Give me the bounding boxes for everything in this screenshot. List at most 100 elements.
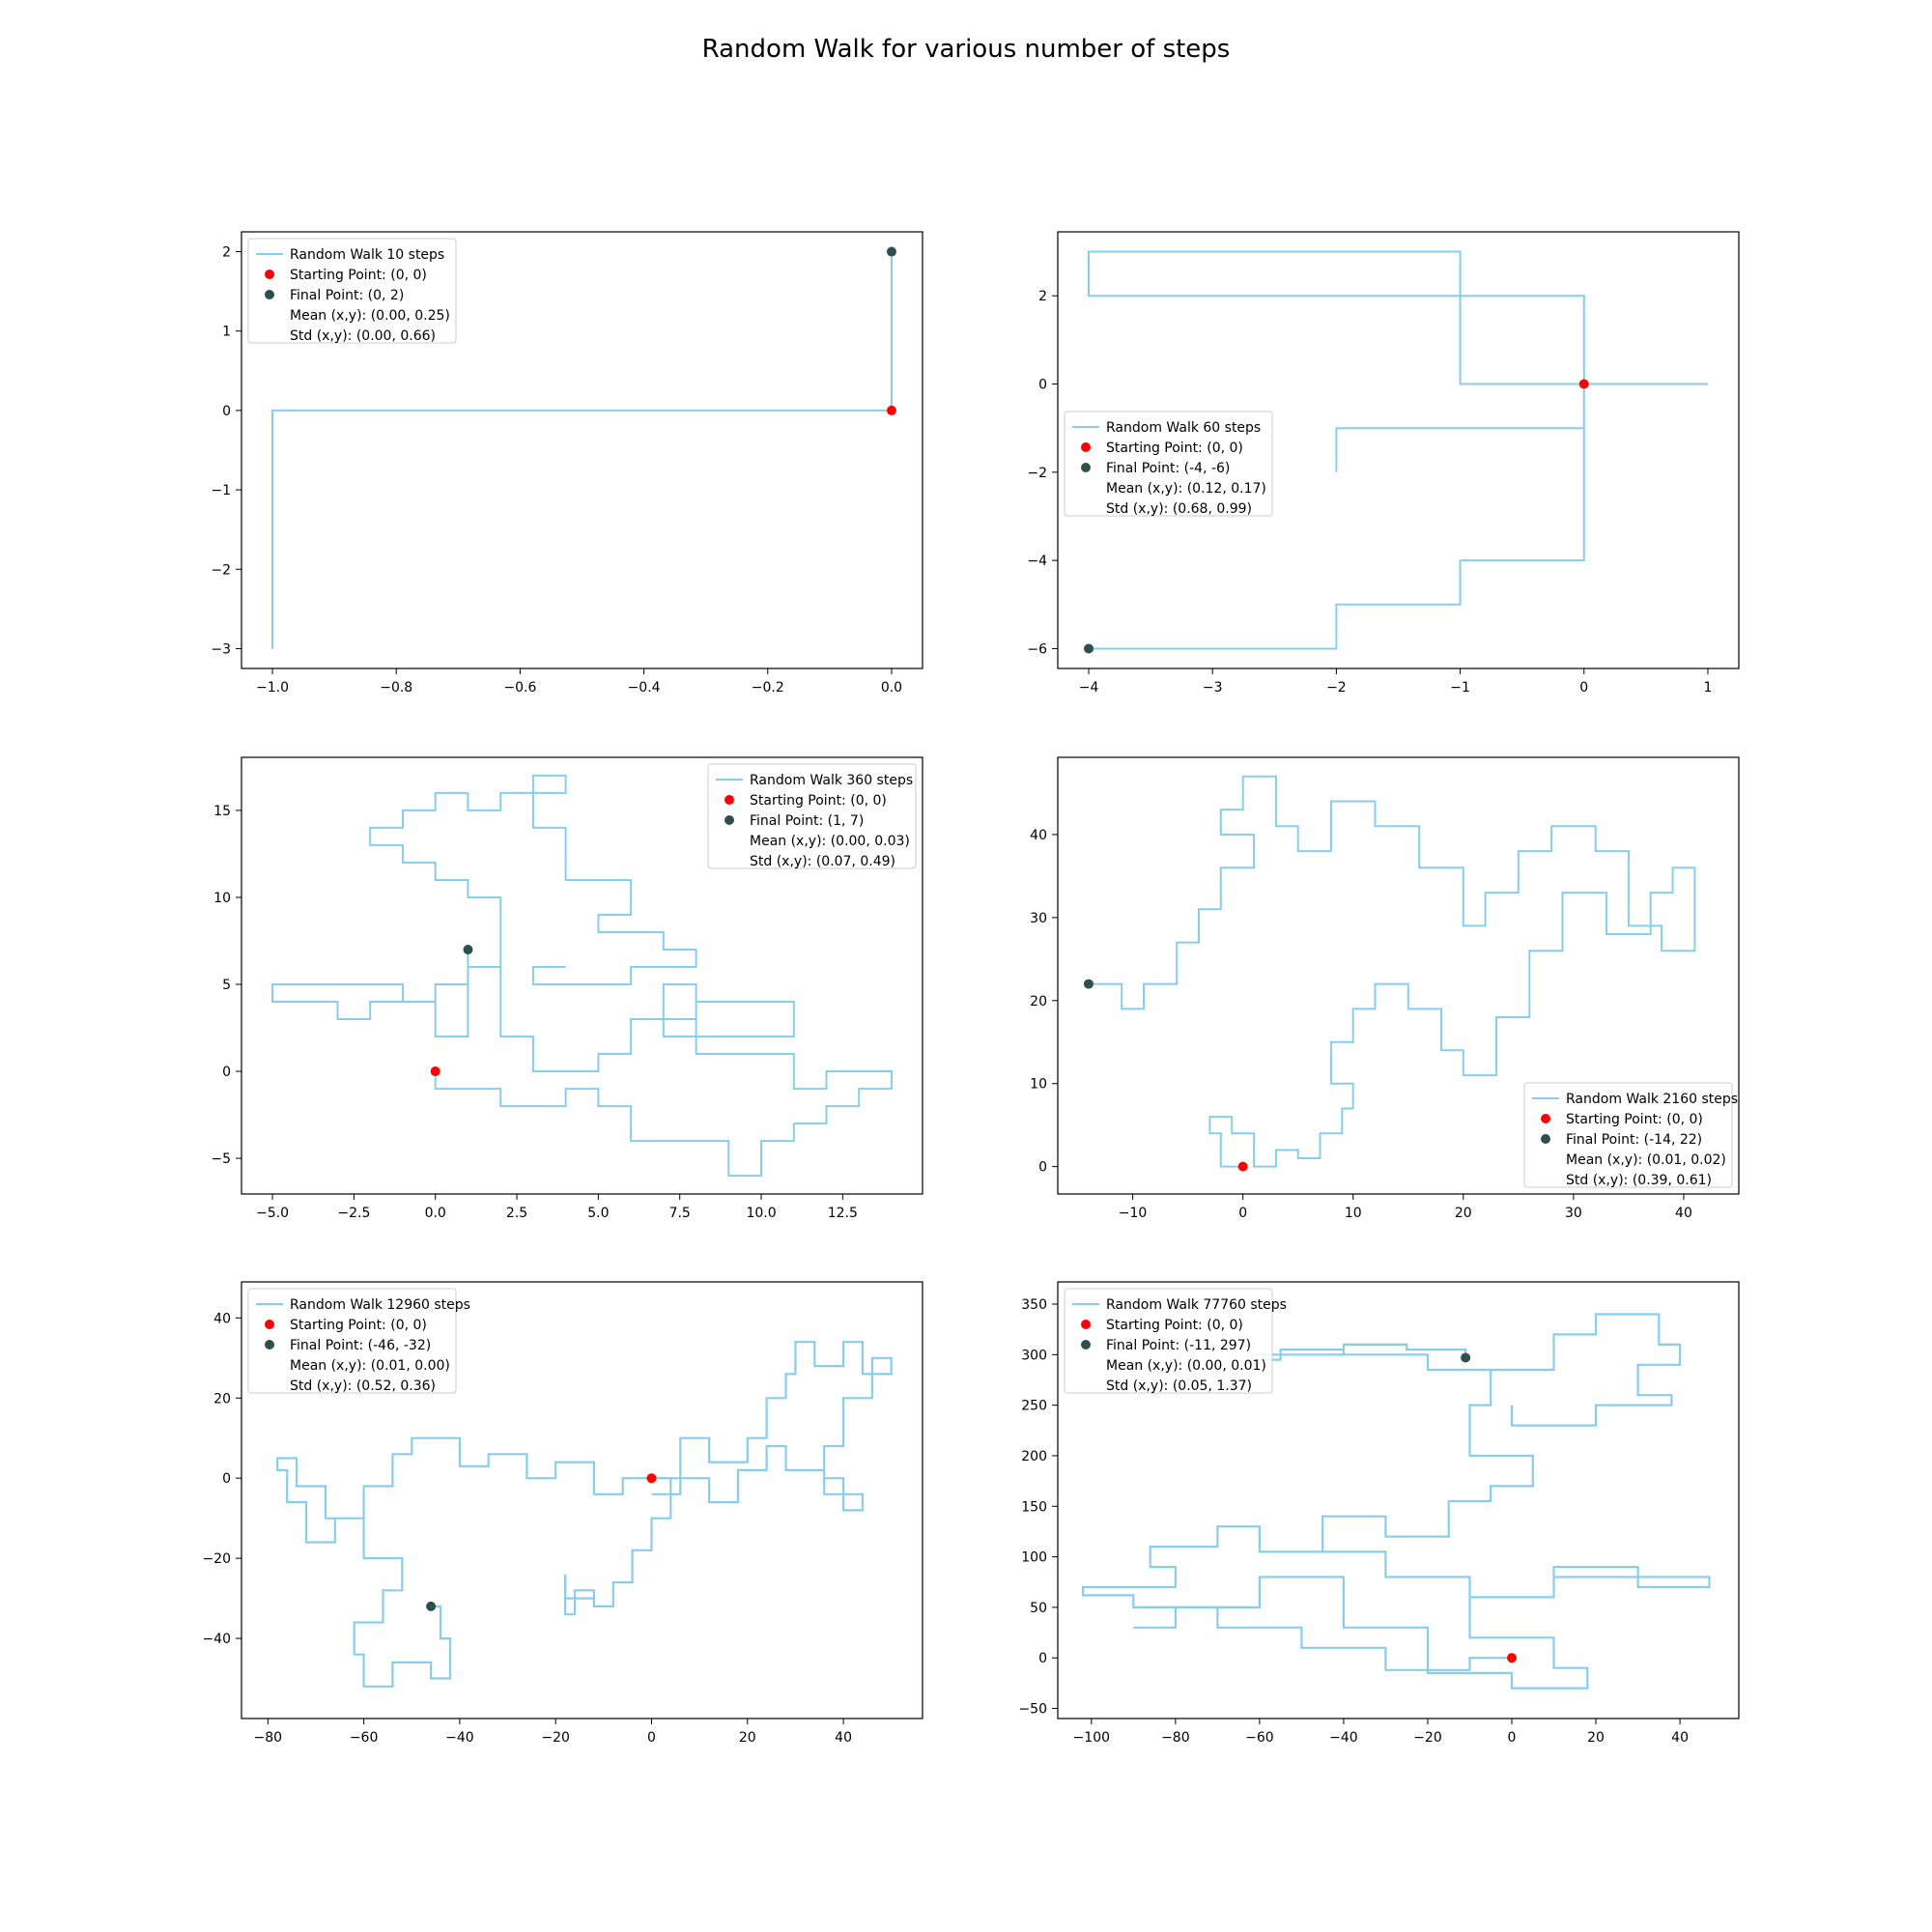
legend-walk-label: Random Walk 2160 steps: [1566, 1092, 1738, 1107]
y-tick-label: −2: [211, 562, 231, 578]
x-tick-label: 20: [739, 1730, 756, 1746]
axes-frame: [1057, 1281, 1740, 1719]
walk-path-4: [563, 1574, 594, 1600]
legend: Random Walk 60 steps Starting Point: (0, …: [1064, 411, 1273, 517]
legend: Random Walk 12960 steps Starting Point: (…: [247, 1288, 470, 1394]
axes-frame: [1057, 231, 1740, 669]
legend-start-marker: [1081, 442, 1091, 452]
legend-final-label: Final Point: (-4, -6): [1106, 461, 1230, 476]
x-tick-label: −60: [1245, 1730, 1274, 1746]
x-tick-label: 40: [835, 1730, 852, 1746]
legend-final-marker: [1541, 1134, 1550, 1144]
legend-start-marker: [265, 1320, 274, 1329]
x-tick-label: 20: [1455, 1206, 1472, 1221]
walk-lines: [276, 1341, 893, 1688]
legend-box: [707, 763, 917, 869]
legend-final-marker: [1081, 463, 1091, 472]
y-tick-label: −50: [1018, 1702, 1047, 1718]
y-tick-label: −6: [1027, 641, 1047, 657]
legend-box: [247, 1288, 457, 1394]
axes-frame: [241, 756, 923, 1195]
y-tick-label: 0: [1038, 1651, 1047, 1666]
x-tick-label: −0.2: [752, 680, 784, 696]
walk-path-3: [1491, 1313, 1682, 1427]
y-tick-label: 2: [222, 245, 231, 261]
x-tick-label: −80: [1161, 1730, 1190, 1746]
x-tick-label: 10: [1345, 1206, 1362, 1221]
legend-mean-label: Mean (x,y): (0.01, 0.00): [290, 1358, 450, 1374]
legend-mean-label: Mean (x,y): (0.00, 0.01): [1106, 1358, 1266, 1374]
legend-std-label: Std (x,y): (0.39, 0.61): [1566, 1173, 1712, 1188]
x-tick-label: 30: [1565, 1206, 1582, 1221]
legend-walk-label: Random Walk 12960 steps: [290, 1297, 470, 1313]
legend-walk-label: Random Walk 360 steps: [750, 773, 913, 788]
final-point-marker: [426, 1601, 437, 1611]
x-tick-label: 0: [1579, 680, 1588, 696]
start-point-marker: [1507, 1653, 1517, 1663]
x-tick-label: −1.0: [256, 680, 289, 696]
y-tick-label: 10: [1030, 1077, 1047, 1093]
legend-std-label: Std (x,y): (0.07, 0.49): [750, 854, 895, 869]
final-point-marker: [1084, 643, 1094, 654]
start-point-marker: [1578, 379, 1589, 389]
legend-std-label: Std (x,y): (0.00, 0.66): [290, 328, 436, 344]
y-tick-label: −1: [211, 483, 231, 498]
y-tick-label: −40: [202, 1632, 231, 1647]
legend-mean-label: Mean (x,y): (0.00, 0.25): [290, 308, 450, 324]
legend-start-label: Starting Point: (0, 0): [1106, 1318, 1243, 1333]
start-point-marker: [430, 1066, 440, 1077]
axes-frame: [241, 1281, 923, 1719]
y-tick-label: 15: [213, 804, 231, 819]
walk-path-1: [1088, 250, 1708, 650]
final-point-marker: [886, 246, 896, 257]
start-point-marker: [886, 405, 896, 415]
legend-start-marker: [1541, 1114, 1550, 1123]
x-tick-label: 0.0: [881, 680, 902, 696]
y-tick-label: −2: [1027, 466, 1047, 481]
walk-path-1: [1088, 775, 1696, 1168]
legend-mean-label: Mean (x,y): (0.01, 0.02): [1566, 1152, 1726, 1168]
legend-box: [1523, 1082, 1733, 1188]
x-tick-label: 40: [1675, 1206, 1692, 1221]
y-tick-label: −20: [202, 1551, 231, 1567]
x-tick-label: 0: [1238, 1206, 1247, 1221]
walk-lines: [1088, 775, 1696, 1168]
y-tick-label: 5: [222, 978, 231, 993]
legend-start-label: Starting Point: (0, 0): [750, 793, 887, 809]
x-tick-label: 7.5: [669, 1206, 691, 1221]
y-tick-label: 100: [1021, 1550, 1047, 1566]
subplot-2: −4 −3 −2 −1 0 1 −6 −4 −2 0 2 Random Walk 60 steps St…: [1027, 231, 1740, 696]
x-tick-label: 2.5: [506, 1206, 527, 1221]
legend-start-marker: [724, 795, 734, 805]
legend: Random Walk 77760 steps Starting Point: (…: [1064, 1288, 1287, 1394]
legend-mean-label: Mean (x,y): (0.12, 0.17): [1106, 481, 1266, 497]
walk-path-1: [276, 1436, 652, 1688]
y-tick-label: 20: [1030, 994, 1047, 1009]
walk-lines: [1088, 250, 1708, 650]
y-tick-label: −3: [211, 641, 231, 657]
walk-path-2: [1133, 1550, 1711, 1690]
axes-frame: [241, 231, 923, 669]
start-point-marker: [1237, 1161, 1248, 1172]
x-tick-label: 40: [1671, 1730, 1689, 1746]
x-tick-label: −0.6: [503, 680, 536, 696]
legend-walk-label: Random Walk 60 steps: [1106, 420, 1261, 436]
legend-start-label: Starting Point: (0, 0): [290, 268, 427, 283]
legend-final-label: Final Point: (1, 7): [750, 813, 864, 829]
y-tick-label: 20: [213, 1391, 231, 1406]
walk-lines: [1081, 1313, 1711, 1690]
x-tick-label: −4: [1079, 680, 1099, 696]
x-tick-label: 10.0: [746, 1206, 776, 1221]
final-point-marker: [1083, 979, 1094, 989]
legend-box: [1064, 1288, 1273, 1394]
y-tick-label: 50: [1030, 1601, 1047, 1616]
x-tick-label: 5.0: [587, 1206, 609, 1221]
legend-start-marker: [265, 270, 274, 279]
x-tick-label: −40: [1329, 1730, 1358, 1746]
x-tick-label: −0.4: [628, 680, 661, 696]
y-tick-label: −5: [211, 1151, 231, 1167]
y-tick-label: −4: [1027, 554, 1047, 569]
walk-path-1: [271, 774, 893, 1178]
legend-final-marker: [724, 815, 734, 825]
